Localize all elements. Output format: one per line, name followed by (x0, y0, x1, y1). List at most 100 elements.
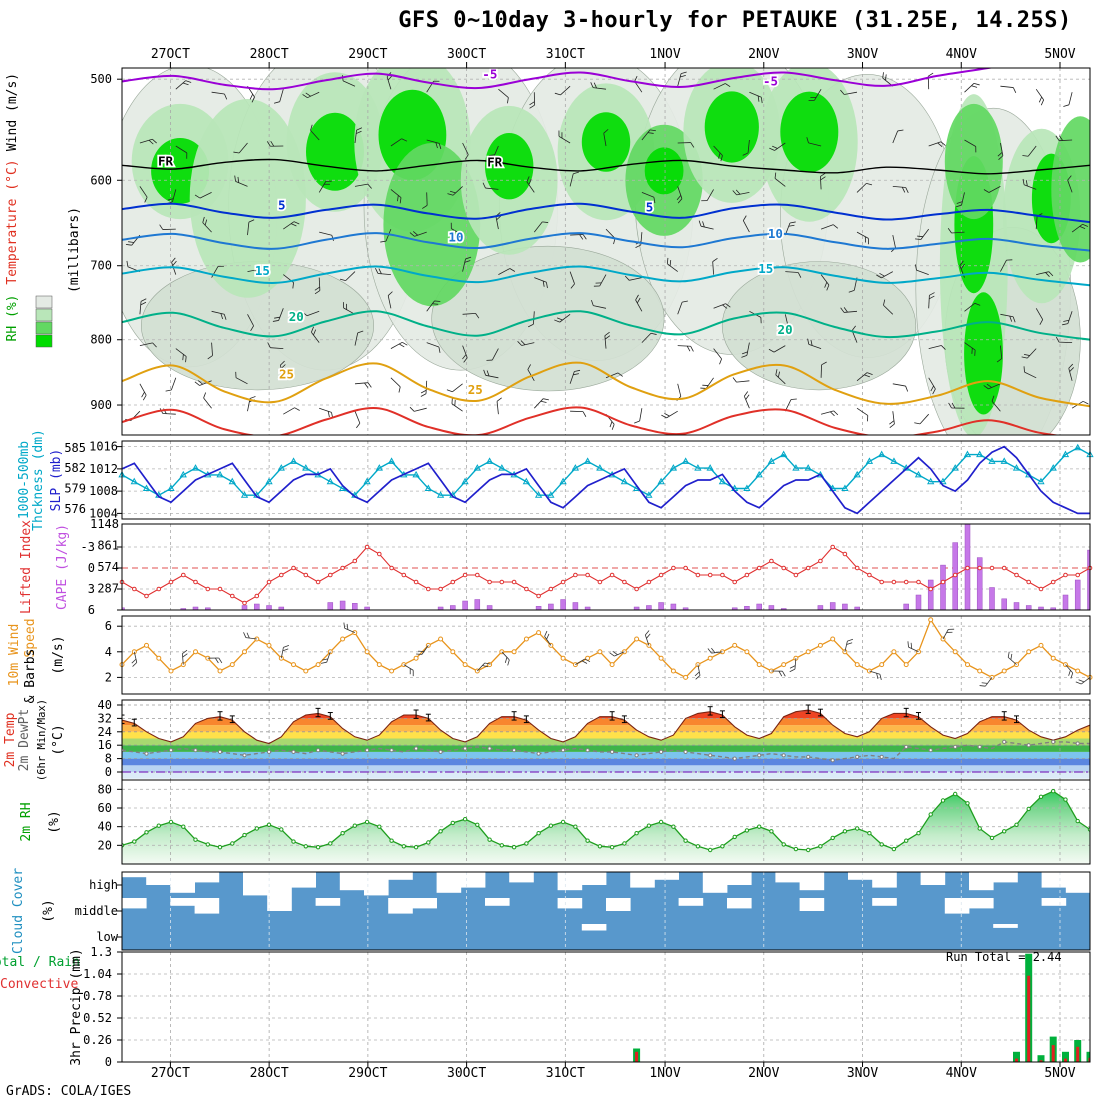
temp-color-bands (122, 710, 1090, 779)
left-axis-labels: Wind (m/s) Temperature (°C) RH (%) (milliba… (0, 73, 84, 1066)
svg-text:30OCT: 30OCT (447, 1066, 486, 1081)
svg-text:Temperature (°C): Temperature (°C) (5, 159, 20, 284)
temperature-contours (122, 68, 1090, 435)
svg-text:500: 500 (90, 72, 112, 86)
svg-text:1016: 1016 (89, 440, 118, 454)
svg-text:20: 20 (778, 322, 793, 337)
svg-text:Lifted Index: Lifted Index (19, 520, 34, 614)
svg-text:32: 32 (98, 711, 112, 725)
rh-shading (122, 68, 1090, 435)
svg-text:10m Wind: 10m Wind (7, 624, 22, 687)
svg-text:4NOV: 4NOV (946, 1066, 977, 1081)
contour-labels: -5 -5 FR FR 5 5 10 10 15 15 20 20 25 25 (156, 67, 794, 399)
svg-text:20: 20 (289, 309, 304, 324)
panel-slp-thickness: 1016 1012 1008 1004 585 582 579 576 (64, 440, 1094, 520)
svg-text:Speed: Speed (23, 618, 38, 657)
svg-text:4: 4 (105, 645, 112, 659)
svg-text:15: 15 (758, 261, 773, 276)
svg-text:27OCT: 27OCT (151, 1066, 190, 1081)
svg-text:5: 5 (646, 199, 654, 214)
chart-title: GFS 0~10day 3-hourly for PETAUKE (31.25E… (398, 8, 1072, 33)
svg-text:(%): (%) (47, 810, 62, 833)
svg-text:3NOV: 3NOV (847, 47, 878, 62)
svg-text:3: 3 (88, 582, 95, 596)
svg-text:1NOV: 1NOV (649, 1066, 680, 1081)
svg-text:5NOV: 5NOV (1044, 47, 1075, 62)
svg-text:1004: 1004 (89, 506, 118, 520)
date-axes: 27OCT 27OCT 28OCT 28OCT 29OCT 29OCT 30OCT 30OCT… (151, 47, 1076, 1081)
svg-text:5: 5 (278, 198, 286, 213)
svg-text:(°C): (°C) (51, 724, 66, 755)
svg-text:FR: FR (487, 154, 503, 169)
svg-text:8: 8 (105, 752, 112, 766)
svg-text:(6hr Min/Max): (6hr Min/Max) (36, 699, 48, 781)
svg-text:28OCT: 28OCT (250, 1066, 289, 1081)
svg-text:1000-500mb: 1000-500mb (17, 441, 32, 519)
svg-text:0.52: 0.52 (83, 1011, 112, 1025)
svg-text:582: 582 (64, 461, 86, 475)
svg-text:287: 287 (97, 582, 119, 596)
svg-text:4NOV: 4NOV (946, 47, 977, 62)
rh-area (122, 791, 1090, 864)
svg-text:CAPE (J/kg): CAPE (J/kg) (55, 524, 70, 610)
svg-text:FR: FR (158, 153, 174, 168)
rh-legend (35, 295, 53, 348)
svg-text:60: 60 (98, 801, 112, 815)
svg-text:2NOV: 2NOV (748, 1066, 779, 1081)
cape-bars (122, 524, 1090, 610)
precip-bars (633, 953, 1090, 1062)
svg-text:1.04: 1.04 (83, 967, 112, 981)
svg-text:2m DewPt: 2m DewPt (17, 709, 32, 772)
svg-text:middle: middle (75, 904, 118, 918)
panel-precip: Run Total = 2.44 1.3 1.04 0.78 0.52 0.26 0 (83, 945, 1091, 1069)
panel-10m-wind: 6 4 2 (105, 615, 1093, 695)
svg-text:high: high (89, 878, 118, 892)
svg-text:0: 0 (88, 561, 95, 575)
svg-text:40: 40 (98, 820, 112, 834)
svg-text:1012: 1012 (89, 462, 118, 476)
panel-2m-rh: 80 60 40 20 (98, 779, 1091, 865)
svg-text:80: 80 (98, 782, 112, 796)
svg-text:861: 861 (97, 539, 119, 553)
svg-text:800: 800 (90, 333, 112, 347)
svg-text:Cloud Cover: Cloud Cover (11, 868, 26, 954)
svg-text:30OCT: 30OCT (447, 47, 486, 62)
svg-text:1008: 1008 (89, 484, 118, 498)
svg-text:6: 6 (88, 603, 95, 617)
svg-text:40: 40 (98, 698, 112, 712)
svg-text:1NOV: 1NOV (649, 47, 680, 62)
svg-text:0: 0 (105, 765, 112, 779)
svg-text:1148: 1148 (90, 517, 119, 531)
svg-text:20: 20 (98, 838, 112, 852)
svg-text:24: 24 (98, 725, 112, 739)
svg-text:3NOV: 3NOV (847, 1066, 878, 1081)
grads-credit: GrADS: COLA/IGES (6, 1084, 132, 1099)
svg-text:576: 576 (64, 502, 86, 516)
svg-text:2m Temp: 2m Temp (3, 712, 18, 767)
lifted-index-line (121, 546, 1091, 604)
svg-text:585: 585 (64, 441, 86, 455)
svg-text:25: 25 (468, 382, 483, 397)
svg-text:2m RH: 2m RH (19, 802, 34, 841)
svg-text:579: 579 (64, 481, 86, 495)
wind-speed-line (121, 618, 1091, 679)
svg-text:(millibars): (millibars) (67, 207, 82, 293)
svg-text:-5: -5 (482, 67, 497, 82)
svg-text:5NOV: 5NOV (1044, 1066, 1075, 1081)
svg-text:10: 10 (448, 229, 463, 244)
run-total-label: Run Total = 2.44 (946, 950, 1062, 964)
svg-text:27OCT: 27OCT (151, 47, 190, 62)
svg-text:Thckness (dm): Thckness (dm) (31, 429, 46, 531)
svg-text:700: 700 (90, 259, 112, 273)
svg-text:-5: -5 (763, 73, 778, 88)
svg-text:28OCT: 28OCT (250, 47, 289, 62)
svg-text:6: 6 (105, 619, 112, 633)
upper-air-wind-barbs (125, 71, 1089, 430)
svg-text:(%): (%) (41, 899, 56, 922)
svg-text:574: 574 (97, 560, 119, 574)
svg-text:& Barbs: & Barbs (23, 649, 38, 704)
svg-text:0.26: 0.26 (83, 1033, 112, 1047)
